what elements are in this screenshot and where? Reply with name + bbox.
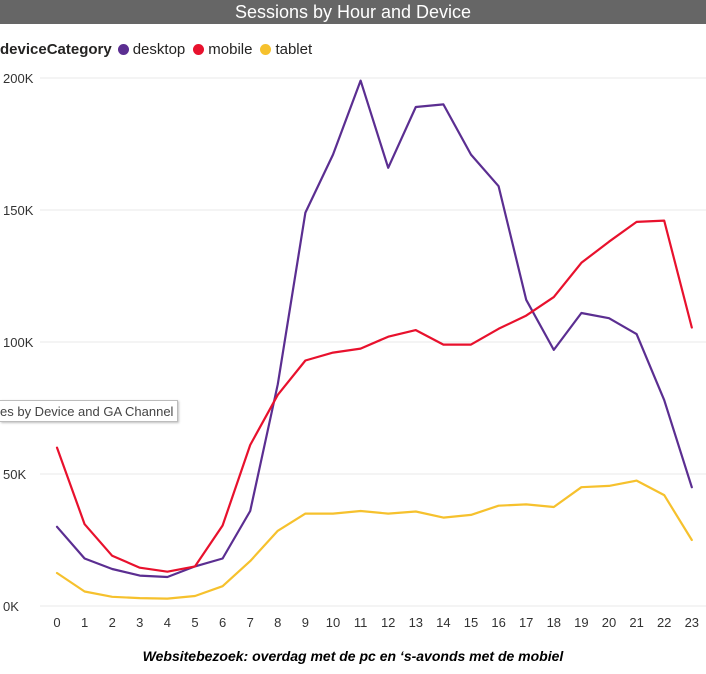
legend-dot-desktop (117, 43, 129, 55)
x-tick-label-18: 18 (547, 615, 561, 630)
x-tick-label-22: 22 (657, 615, 671, 630)
y-tick-label-2: 100K (3, 335, 34, 350)
x-tick-label-8: 8 (274, 615, 281, 630)
x-tick-label-5: 5 (191, 615, 198, 630)
series-line-desktop (55, 79, 693, 579)
series-line-mobile (55, 219, 693, 573)
legend-title: deviceCategory (0, 40, 112, 58)
x-tick-label-23: 23 (685, 615, 699, 630)
series-line-tablet (55, 479, 693, 600)
x-tick-label-2: 2 (109, 615, 116, 630)
x-tick-label-10: 10 (326, 615, 340, 630)
legend-item-tablet[interactable]: tablet (260, 41, 312, 58)
legend-label-tablet: tablet (275, 40, 313, 58)
x-tick-label-4: 4 (164, 615, 171, 630)
legend-item-mobile[interactable]: mobile (193, 41, 252, 58)
chart-title: Sessions by Hour and Device (0, 0, 706, 24)
y-tick-label-4: 200K (3, 71, 34, 86)
x-tick-label-16: 16 (491, 615, 505, 630)
caption: Websitebezoek: overdag met de pc en ‘s-a… (142, 648, 564, 664)
tooltip: es by Device and GA Channel (0, 400, 178, 422)
legend-dot-mobile (193, 43, 205, 55)
legend-dot-tablet (260, 43, 272, 55)
x-tick-label-15: 15 (464, 615, 478, 630)
x-tick-label-19: 19 (574, 615, 588, 630)
y-tick-label-1: 50K (3, 467, 26, 482)
x-tick-label-7: 7 (247, 615, 254, 630)
x-tick-label-11: 11 (354, 615, 368, 630)
legend: deviceCategory desktop mobile tablet (0, 38, 320, 60)
legend-label-mobile: mobile (208, 40, 253, 58)
legend-label-desktop: desktop (132, 40, 186, 58)
legend-item-desktop[interactable]: desktop (117, 40, 186, 58)
x-tick-label-3: 3 (136, 615, 143, 630)
x-tick-label-17: 17 (519, 615, 533, 630)
x-tick-label-1: 1 (81, 615, 88, 630)
x-tick-label-13: 13 (409, 615, 423, 630)
x-tick-label-6: 6 (219, 615, 226, 630)
x-tick-label-20: 20 (602, 615, 616, 630)
y-tick-label-0: 0K (3, 599, 19, 614)
x-tick-label-21: 21 (629, 615, 643, 630)
x-tick-label-12: 12 (381, 615, 395, 630)
x-tick-label-14: 14 (436, 615, 450, 630)
x-tick-label-9: 9 (302, 615, 309, 630)
x-tick-label-0: 0 (53, 615, 60, 630)
y-tick-label-3: 150K (3, 203, 34, 218)
